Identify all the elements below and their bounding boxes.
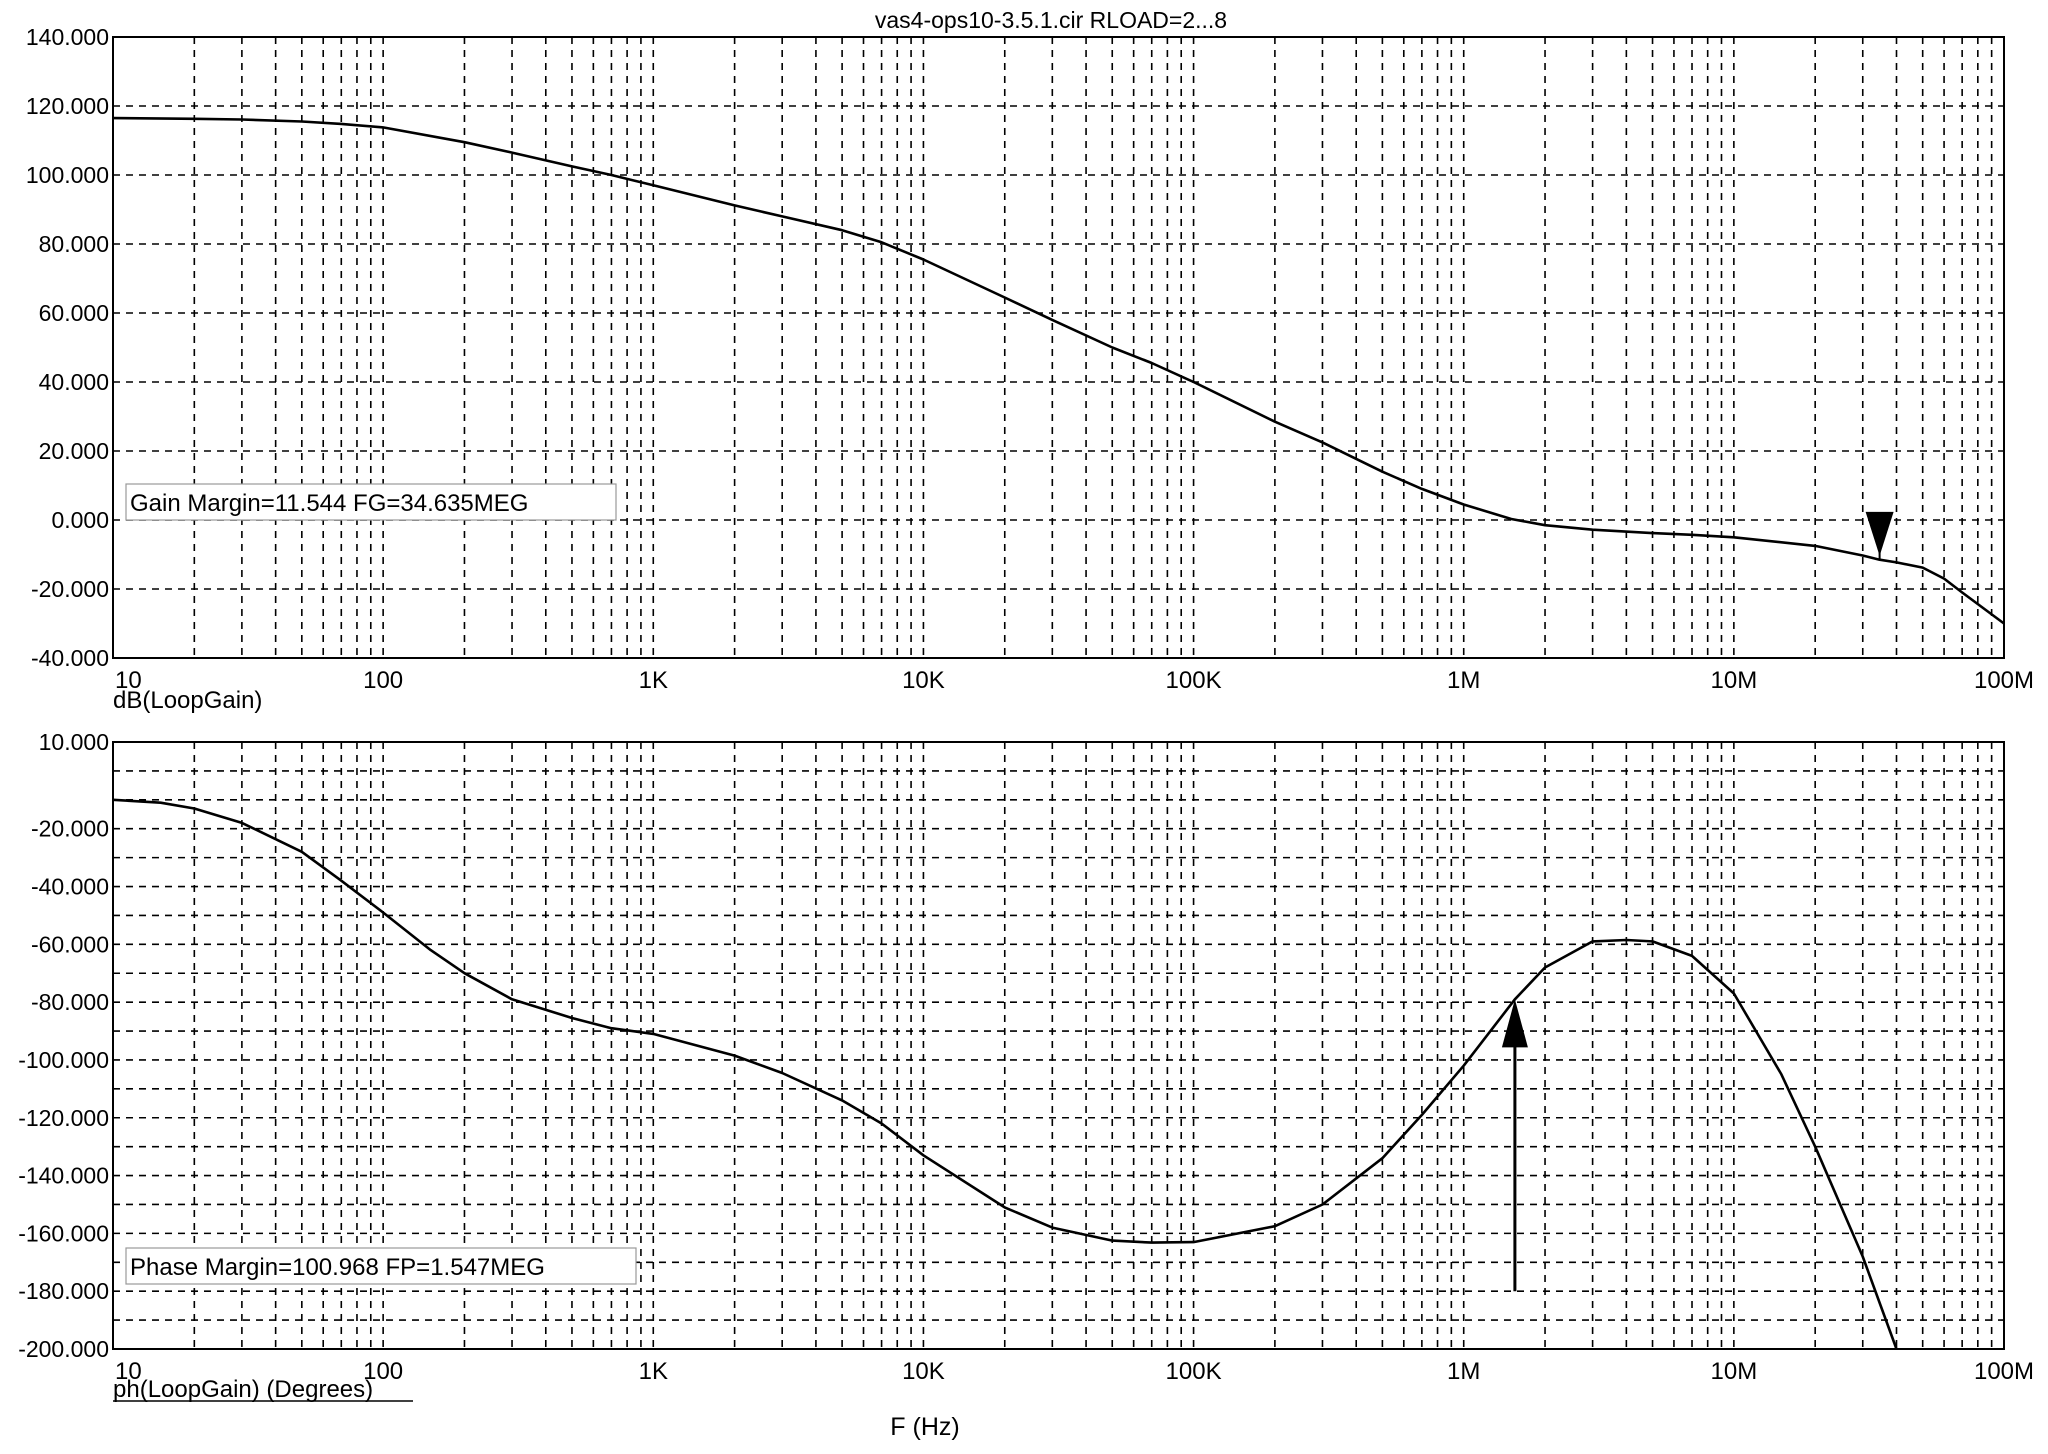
- y-tick-label: -40.000: [31, 645, 109, 671]
- x-tick-label: 10: [115, 1358, 142, 1385]
- x-tick-label: 10M: [1711, 1358, 1758, 1385]
- y-tick-label: 10.000: [39, 729, 109, 755]
- phase-panel: 10.000 -20.000 -40.000 -60.000 -80.000 -100.0…: [18, 729, 2034, 1403]
- y-tick-label: 20.000: [39, 438, 109, 464]
- series-axis-label: ph(LoopGain) (Degrees): [113, 1376, 373, 1403]
- x-tick-label: 100K: [1166, 667, 1222, 694]
- x-tick-label: 100: [363, 667, 403, 694]
- y-tick-label: -20.000: [31, 816, 109, 842]
- phase-margin-arrow-head: [1501, 999, 1528, 1048]
- y-tick-label: -20.000: [31, 576, 109, 602]
- y-tick-label: -140.000: [18, 1163, 109, 1189]
- gain-margin-marker: [1865, 511, 1894, 556]
- y-tick-label: -120.000: [18, 1105, 109, 1131]
- y-tick-label: 40.000: [39, 369, 109, 395]
- gain-panel: 140.000120.000100.00080.00060.00040.0002…: [26, 24, 2034, 714]
- y-tick-label: 80.000: [39, 231, 109, 257]
- x-tick-label: 10K: [902, 667, 945, 694]
- x-tick-label: 10K: [902, 1358, 945, 1385]
- y-tick-label: 140.000: [26, 24, 109, 50]
- data-line: [112, 798, 1898, 1350]
- y-tick-label: 120.000: [26, 93, 109, 119]
- data-line: [112, 116, 2005, 625]
- x-tick-label: 100M: [1974, 667, 2034, 694]
- x-tick-label: 1M: [1447, 1358, 1480, 1385]
- y-tick-label: -160.000: [18, 1220, 109, 1246]
- series-axis-label: dB(LoopGain): [113, 687, 262, 714]
- y-tick-label: -60.000: [31, 931, 109, 957]
- y-tick-label: -200.000: [18, 1336, 109, 1362]
- annotation-box: [125, 1247, 637, 1285]
- x-axis-label: F (Hz): [890, 1413, 959, 1441]
- x-tick-label: 100M: [1974, 1358, 2034, 1385]
- y-tick-label: -180.000: [18, 1278, 109, 1304]
- x-tick-label: 1K: [639, 667, 668, 694]
- plot-frame: [112, 36, 2005, 659]
- phase-margin-annotation: Phase Margin=100.968 FP=1.547MEG: [130, 1254, 545, 1281]
- y-tick-label: 60.000: [39, 300, 109, 326]
- x-tick-label: 1M: [1447, 667, 1480, 694]
- gain-margin-annotation: Gain Margin=11.544 FG=34.635MEG: [130, 490, 528, 517]
- y-tick-label: -80.000: [31, 989, 109, 1015]
- chart-title: vas4-ops10-3.5.1.cir RLOAD=2...8: [875, 7, 1227, 33]
- x-tick-label: 1K: [639, 1358, 668, 1385]
- y-tick-label: 0.000: [51, 507, 109, 533]
- x-tick-label: 100K: [1166, 1358, 1222, 1385]
- y-tick-label: -40.000: [31, 874, 109, 900]
- x-tick-label: 10: [115, 667, 142, 694]
- x-tick-label: 10M: [1711, 667, 1758, 694]
- y-tick-label: -100.000: [18, 1047, 109, 1073]
- annotation-box: [125, 483, 617, 521]
- x-tick-label: 100: [363, 1358, 403, 1385]
- y-tick-label: 100.000: [26, 162, 109, 188]
